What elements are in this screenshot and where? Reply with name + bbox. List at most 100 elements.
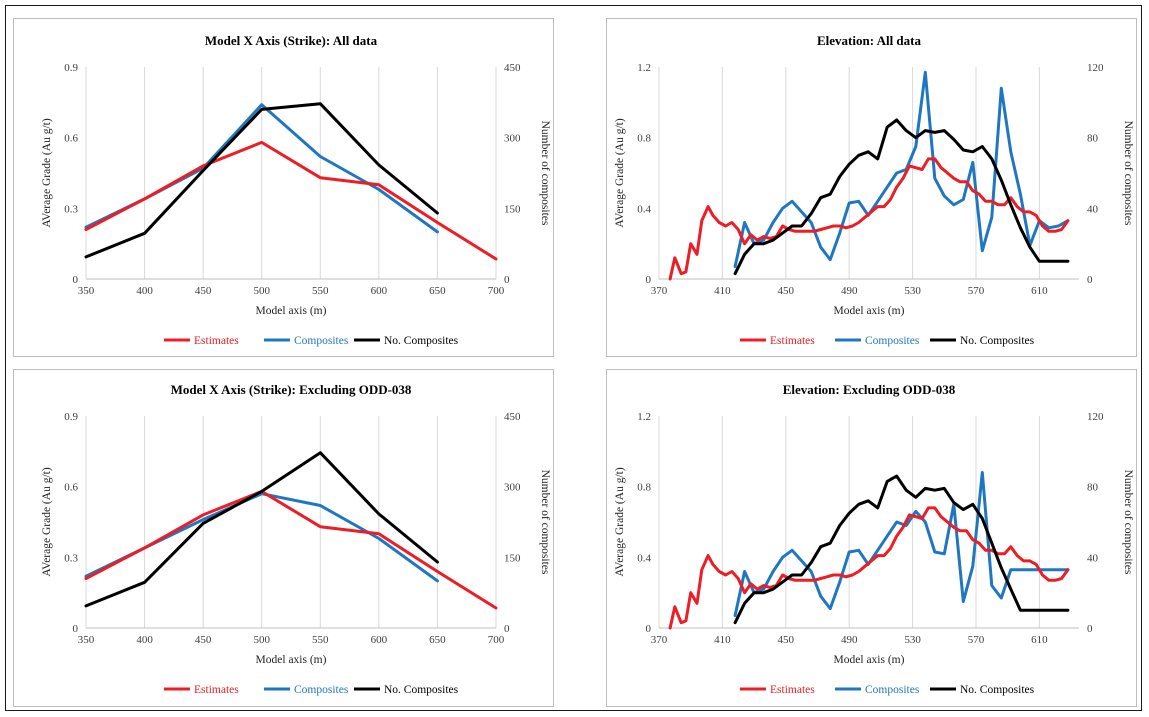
x-tick-label: 570	[968, 634, 985, 646]
x-axis-label: Model axis (m)	[834, 654, 905, 666]
y-tick-label: 1.2	[637, 62, 651, 74]
y2-tick-label: 150	[504, 203, 521, 215]
series-line-estimates	[84, 140, 498, 261]
legend-label: Composites	[865, 684, 920, 696]
chart-panel-strike-excl: Model X Axis (Strike): Excluding ODD-038…	[13, 369, 554, 707]
x-tick-label: 610	[1031, 285, 1048, 297]
legend-label: No. Composites	[960, 335, 1035, 347]
chart-panel-elevation-excl: Elevation: Excluding ODD-038 370 410 450 490…	[606, 369, 1137, 707]
x-tick-label: 350	[78, 634, 95, 646]
x-tick-label: 610	[1031, 634, 1048, 646]
x-tick-label: 530	[904, 634, 921, 646]
y-axis-label: AVerage Grade (Au g/t)	[614, 118, 626, 227]
legend-label: Composites	[865, 335, 920, 347]
legend-label: Composites	[294, 684, 349, 696]
chart-title: Model X Axis (Strike): All data	[205, 33, 378, 48]
legend-label: Estimates	[770, 684, 815, 696]
y-tick-label: 0.9	[64, 411, 78, 423]
x-tick-label: 370	[651, 634, 668, 646]
series-line-no-composites	[733, 474, 1070, 625]
chart-title: Elevation: All data	[817, 33, 922, 48]
x-tick-label: 490	[841, 285, 858, 297]
x-tick-label: 450	[195, 285, 212, 297]
y2-tick-label: 0	[504, 623, 510, 635]
y2-tick-label: 80	[1087, 133, 1099, 145]
y2-axis-label: Number of composites	[1122, 121, 1134, 226]
y2-axis-label: Number of composites	[539, 121, 551, 226]
chart-svg: Elevation: Excluding ODD-038 370 410 450 490…	[614, 382, 1134, 696]
series-line-composites	[733, 70, 1070, 269]
chart-panel-strike-all: Model X Axis (Strike): All data 350 400 450…	[13, 18, 554, 357]
chart-svg: Elevation: All data 370 410 450 490 530 570 610…	[614, 33, 1134, 347]
y-tick-label: 0.8	[637, 482, 651, 494]
y-tick-label: 0.3	[64, 552, 78, 564]
y2-tick-label: 40	[1087, 203, 1099, 215]
series-line-no-composites	[733, 118, 1070, 276]
x-tick-label: 370	[651, 285, 668, 297]
legend-label: Estimates	[194, 684, 239, 696]
y-tick-label: 0	[646, 274, 652, 286]
series-line-estimates	[668, 506, 1070, 630]
y-tick-label: 0.8	[637, 133, 651, 145]
y2-axis-label: Number of composites	[539, 470, 551, 575]
y-axis-label: AVerage Grade (Au g/t)	[41, 118, 53, 227]
y2-tick-label: 0	[504, 274, 510, 286]
x-axis-label: Model axis (m)	[256, 305, 327, 317]
figure-frame	[5, 5, 1142, 711]
series-line-estimates	[84, 489, 498, 610]
y2-tick-label: 450	[504, 411, 521, 423]
chart-svg: Model X Axis (Strike): All data 350 400 450…	[41, 33, 551, 347]
x-tick-label: 400	[136, 285, 153, 297]
x-tick-label: 410	[714, 285, 731, 297]
series-line-no-composites	[84, 102, 439, 259]
y-tick-label: 0	[73, 623, 79, 635]
series-line-no-composites	[84, 451, 439, 608]
x-tick-label: 490	[841, 634, 858, 646]
y-tick-label: 0	[646, 623, 652, 635]
y-tick-label: 0.6	[64, 133, 78, 145]
x-tick-label: 350	[78, 285, 95, 297]
x-tick-label: 700	[488, 634, 505, 646]
y2-tick-label: 450	[504, 62, 521, 74]
x-tick-label: 450	[778, 285, 795, 297]
series-line-estimates	[668, 157, 1070, 281]
y2-tick-label: 40	[1087, 552, 1099, 564]
x-tick-label: 450	[778, 634, 795, 646]
x-tick-label: 410	[714, 634, 731, 646]
x-tick-label: 700	[488, 285, 505, 297]
x-axis-label: Model axis (m)	[834, 305, 905, 317]
x-tick-label: 400	[136, 634, 153, 646]
y2-tick-label: 120	[1087, 411, 1104, 423]
y2-tick-label: 0	[1087, 623, 1093, 635]
y-axis-label: AVerage Grade (Au g/t)	[614, 467, 626, 576]
chart-title: Model X Axis (Strike): Excluding ODD-038	[171, 382, 412, 397]
y2-tick-label: 300	[504, 482, 521, 494]
y-tick-label: 0	[73, 274, 79, 286]
legend-label: No. Composites	[384, 335, 459, 347]
legend-label: No. Composites	[384, 684, 459, 696]
chart-title: Elevation: Excluding ODD-038	[783, 382, 956, 397]
y2-tick-label: 120	[1087, 62, 1104, 74]
x-tick-label: 450	[195, 634, 212, 646]
x-tick-label: 600	[371, 285, 388, 297]
x-tick-label: 600	[371, 634, 388, 646]
x-tick-label: 530	[904, 285, 921, 297]
y-tick-label: 0.4	[637, 552, 651, 564]
series-line-composites	[733, 471, 1070, 618]
y2-tick-label: 0	[1087, 274, 1093, 286]
y-tick-label: 0.9	[64, 62, 78, 74]
legend-label: Estimates	[194, 335, 239, 347]
chart-panel-elevation-all: Elevation: All data 370 410 450 490 530 570 610…	[606, 18, 1137, 357]
y2-tick-label: 300	[504, 133, 521, 145]
y-axis-label: AVerage Grade (Au g/t)	[41, 467, 53, 576]
y-tick-label: 0.6	[64, 482, 78, 494]
legend-label: Estimates	[770, 335, 815, 347]
y2-axis-label: Number of composites	[1122, 470, 1134, 575]
x-tick-label: 500	[253, 634, 270, 646]
x-tick-label: 550	[312, 285, 329, 297]
x-tick-label: 550	[312, 634, 329, 646]
y2-tick-label: 150	[504, 552, 521, 564]
y-tick-label: 1.2	[637, 411, 651, 423]
legend-label: Composites	[294, 335, 349, 347]
legend-label: No. Composites	[960, 684, 1035, 696]
